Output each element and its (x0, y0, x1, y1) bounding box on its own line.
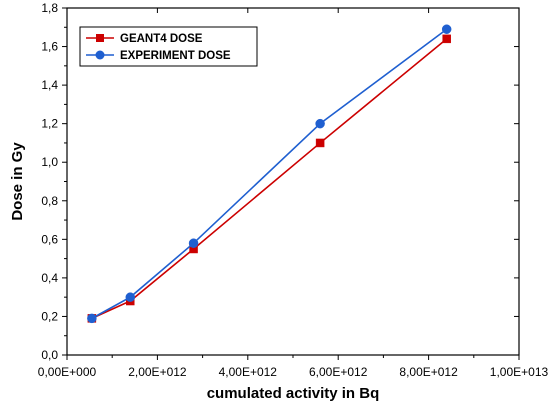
series-line (91, 28, 448, 320)
y-tick-label: 1,2 (41, 117, 58, 131)
x-tick-label: 1,00E+013 (490, 365, 549, 379)
y-tick-label: 1,8 (41, 1, 58, 15)
x-tick-label: 2,00E+012 (128, 365, 187, 379)
data-point-square (442, 34, 451, 44)
y-tick-label: 0,2 (41, 309, 58, 323)
data-point-circle (188, 238, 199, 248)
y-axis-title: Dose in Gy (9, 142, 26, 221)
legend-box (79, 26, 258, 67)
data-point-circle (441, 24, 452, 34)
x-tick-label: 8,00E+012 (399, 365, 458, 379)
x-axis-title: cumulated activity in Bq (207, 385, 380, 402)
data-point-circle (87, 313, 97, 324)
series-experiment-dose (87, 24, 452, 324)
y-tick-label: 0,4 (41, 271, 58, 285)
legend-marker-circle (95, 50, 105, 60)
data-point-circle (315, 118, 325, 129)
y-tick-label: 0,0 (41, 348, 58, 362)
legend-label: EXPERIMENT DOSE (120, 50, 231, 62)
series-geant4-dose (87, 34, 451, 323)
legend-marker-square (96, 34, 104, 42)
y-tick-label: 0,8 (41, 194, 58, 208)
ticks: 0,00E+000 2,00E+012 4,00E+012 6,00E+012 8,00… (38, 1, 549, 379)
data-point-square (315, 138, 325, 148)
y-tick-label: 0,6 (41, 232, 58, 246)
x-tick-label: 0,00E+000 (38, 365, 97, 379)
y-tick-label: 1,0 (41, 155, 58, 169)
x-tick-label: 6,00E+012 (309, 365, 368, 379)
series-line (91, 38, 448, 320)
y-tick-label: 1,4 (41, 78, 58, 92)
data-point-circle (125, 292, 136, 302)
x-tick-label: 4,00E+012 (219, 365, 278, 379)
y-tick-label: 1,6 (41, 40, 58, 54)
series-layer (87, 24, 452, 324)
legend: GEANT4 DOSE EXPERIMENT DOSE (79, 26, 258, 67)
legend-label: GEANT4 DOSE (120, 33, 203, 45)
